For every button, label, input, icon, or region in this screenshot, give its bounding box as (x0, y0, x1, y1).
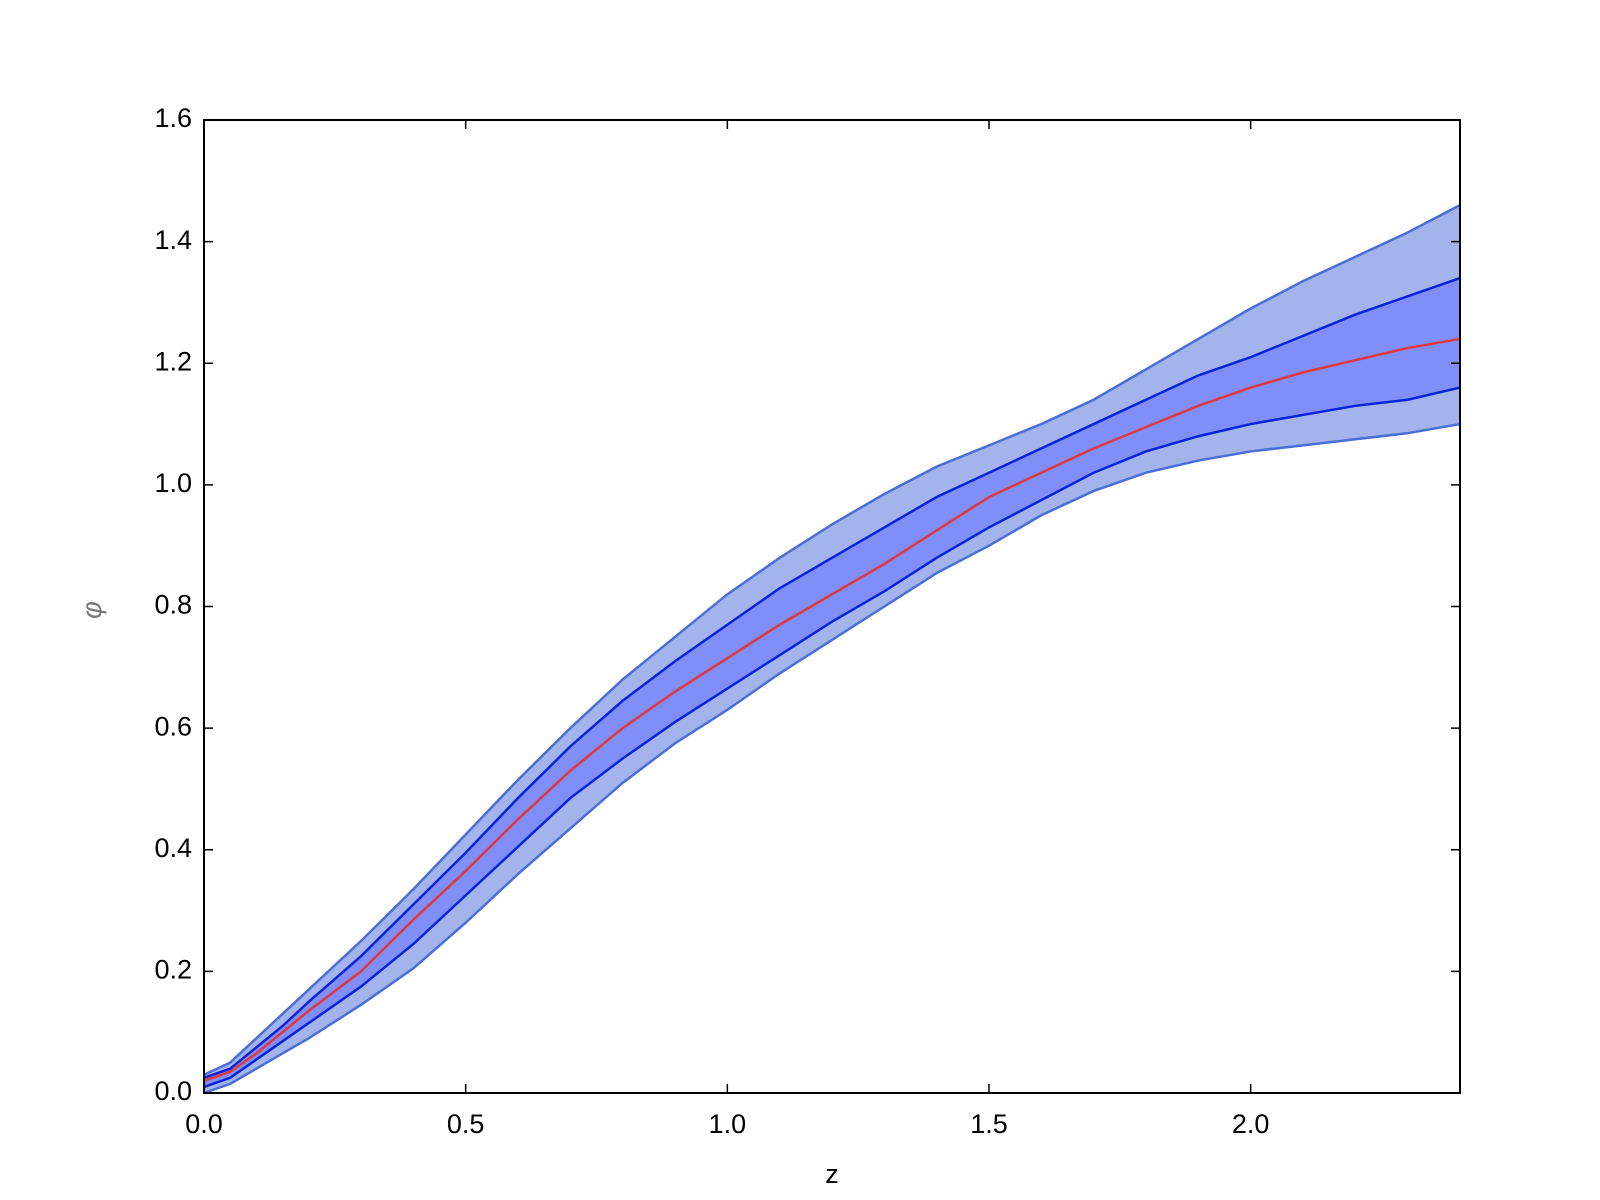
x-tick-label: 0.5 (447, 1109, 485, 1139)
line (203, 337, 1461, 1083)
x-tick-label: 1.0 (709, 1109, 747, 1139)
x-tick-label: 2.0 (1232, 1109, 1270, 1139)
x-tick-label: 0.0 (185, 1109, 223, 1139)
y-tick-label: 0.0 (154, 1076, 192, 1106)
y-tick-label: 1.2 (154, 346, 192, 376)
x-axis-label: z (825, 1159, 839, 1189)
band-upper-edge (203, 276, 1461, 1079)
y-tick-label: 0.6 (154, 711, 192, 741)
y-axis-label: φ (77, 601, 107, 619)
band-lower-edge (203, 386, 1461, 1089)
y-tick-label: 0.4 (154, 833, 192, 863)
band-upper-edge (203, 204, 1461, 1076)
y-tick-label: 1.0 (154, 468, 192, 498)
x-tick-label: 1.5 (970, 1109, 1008, 1139)
y-tick-label: 1.6 (154, 103, 192, 133)
y-tick-label: 0.8 (154, 590, 192, 620)
band-area (204, 278, 1460, 1087)
y-tick-label: 1.4 (154, 225, 192, 255)
band-lower-edge (203, 422, 1461, 1095)
y-tick-label: 0.2 (154, 955, 192, 985)
